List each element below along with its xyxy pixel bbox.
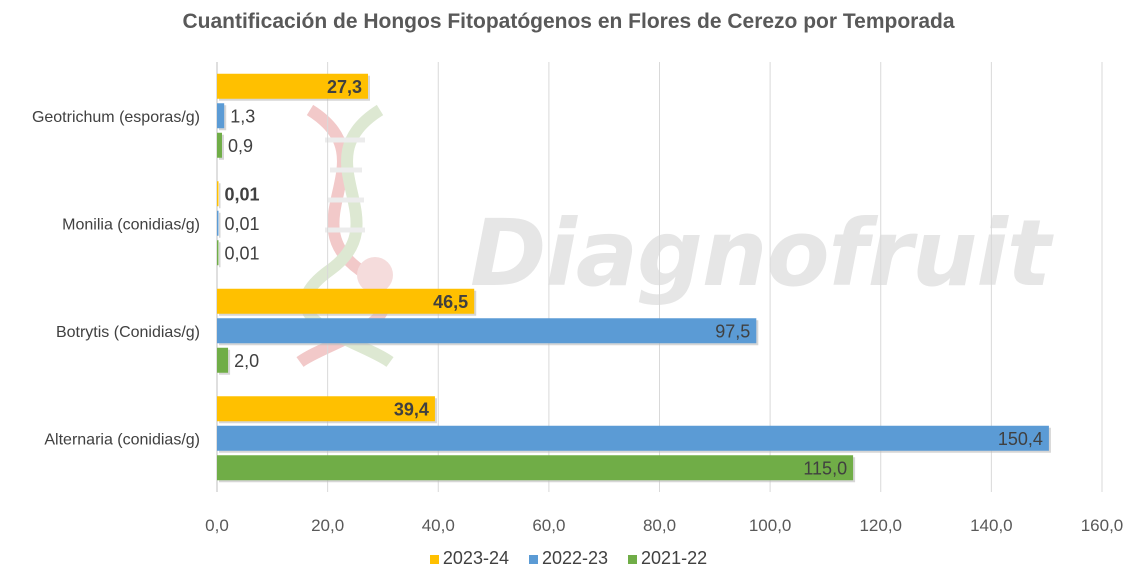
data-label: 39,4 [394,399,429,419]
legend-swatch [429,554,439,564]
category-labels: Geotrichum (esporas/g) Monilia (conidias/… [32,109,200,449]
bar-2023-24 [217,73,369,99]
bar-shadow [219,183,221,209]
bar-2021-22 [217,455,854,481]
legend-item: 2022-23 [528,548,609,569]
category-label: Monilia (conidias/g) [62,216,200,233]
data-label: 0,01 [225,243,260,263]
bar-shadow [219,242,221,268]
legend-swatch [628,554,638,564]
x-tick-label: 20,0 [311,516,344,535]
legend-label: 2023-24 [442,548,509,568]
x-tick-label: 0,0 [205,516,229,535]
data-label: 97,5 [715,321,750,341]
legend-label: 2021-22 [641,548,708,568]
x-tick-label: 160,0 [1081,516,1124,535]
bars [217,73,1051,483]
data-label: 46,5 [433,292,468,312]
category-label: Botrytis (Conidias/g) [56,324,200,341]
data-label: 1,3 [230,106,255,126]
bar-2023-24 [217,396,435,422]
bar-2022-23 [217,318,757,344]
legend: 2023-24 2022-23 2021-22 [0,548,1137,569]
x-tick-label: 100,0 [749,516,792,535]
watermark-text: Diagnofruit [470,200,1051,307]
bar-2022-23 [217,425,1049,451]
bar-2023-24 [217,181,219,207]
data-label: 27,3 [327,77,362,97]
bar-2023-24 [217,288,475,314]
data-label: 2,0 [234,351,259,371]
data-label: 0,01 [225,214,260,234]
x-tick-label: 120,0 [859,516,902,535]
category-label: Geotrichum (esporas/g) [32,109,200,126]
chart-title: Cuantificación de Hongos Fitopatógenos e… [182,10,955,33]
legend-item: 2021-22 [628,548,707,569]
category-label: Alternaria (conidias/g) [44,431,200,448]
bar-2021-22 [217,347,229,373]
x-tick-label: 80,0 [643,516,676,535]
x-axis-ticks: 0,0 20,0 40,0 60,0 80,0 100,0 120,0 140,0 160,0 [205,516,1123,535]
data-label: 115,0 [803,458,847,478]
bar-2022-23 [217,103,225,129]
x-tick-label: 60,0 [532,516,565,535]
data-label: 0,01 [225,184,260,204]
legend-label: 2022-23 [541,548,609,568]
data-label: 150,4 [998,429,1043,449]
x-tick-label: 40,0 [422,516,455,535]
bar-2022-23 [217,210,219,236]
legend-item: 2023-24 [429,548,509,569]
bar-shadow [219,212,221,238]
legend-swatch [528,554,538,564]
data-label: 0,9 [228,136,253,156]
bar-2021-22 [217,132,222,158]
bar-2021-22 [217,240,219,266]
x-tick-label: 140,0 [970,516,1013,535]
data-labels: 27,3 1,3 0,9 0,01 0,01 0,01 46,5 97,5 2,0 39,4 150… [225,77,1043,479]
